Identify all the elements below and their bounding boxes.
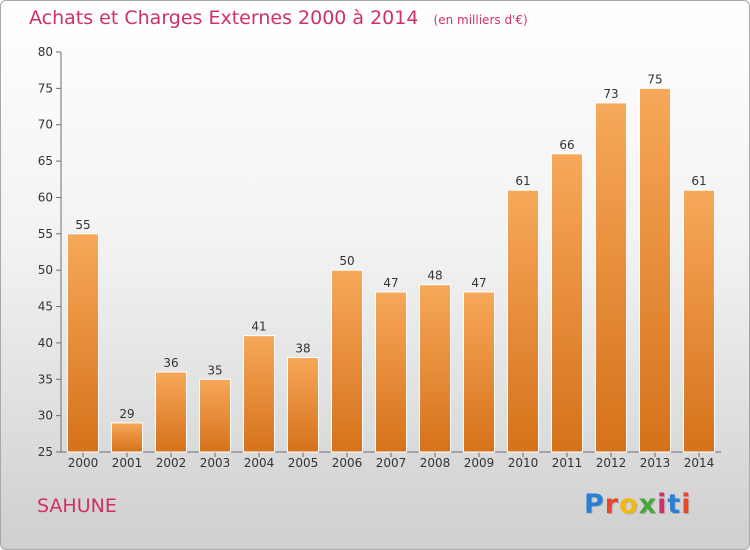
x-tick-label: 2002 [156,456,187,470]
y-tick-label: 25 [38,445,53,459]
data-label-2011: 66 [559,138,574,152]
bar-series [67,87,715,453]
bar-2003 [199,378,231,453]
bar-2011 [551,153,583,453]
y-tick-label: 65 [38,154,53,168]
bar-2005 [287,356,319,453]
bar-2000 [67,233,99,453]
logo-letter: P [584,489,605,520]
y-tick-label: 45 [38,300,53,314]
bar-2006 [331,269,363,453]
x-tick-label: 2009 [464,456,495,470]
x-axis: 2000 2001 2002 2003 2004 2005 2006 2007 2008 2009… [61,451,721,470]
x-tick-label: 2014 [684,456,715,470]
x-tick-label: 2011 [552,456,583,470]
bar-2001 [111,422,143,453]
x-tick-label: 2010 [508,456,539,470]
data-label-2012: 73 [603,87,618,101]
data-label-2010: 61 [515,174,530,188]
x-tick-label: 2007 [376,456,407,470]
data-label-2004: 41 [251,320,266,334]
logo-letter: t [667,489,682,520]
logo-letter: i [681,489,692,520]
bar-2012 [595,102,627,453]
data-label-2005: 38 [295,341,310,355]
data-label-2001: 29 [119,407,134,421]
proxiti-logo: Proxiti [584,489,692,520]
data-label-2008: 48 [427,269,442,283]
chart-subtitle: (en milliers d'€) [433,13,528,27]
data-label-2007: 47 [383,276,398,290]
x-tick-label: 2000 [68,456,99,470]
bar-2004 [243,335,275,453]
x-tick-label: 2001 [112,456,143,470]
logo-letter: x [638,489,658,520]
x-tick-label: 2012 [596,456,627,470]
chart-title: Achats et Charges Externes 2000 à 2014 [29,7,419,29]
logo-letter: r [604,489,620,520]
y-tick-label: 70 [38,118,53,132]
bar-2009 [463,291,495,453]
x-tick-label: 2004 [244,456,275,470]
x-tick-label: 2008 [420,456,451,470]
bar-2002 [155,371,187,453]
y-tick-label: 60 [38,190,53,204]
x-tick-label: 2003 [200,456,231,470]
data-label-2002: 36 [163,356,178,370]
data-label-2009: 47 [471,276,486,290]
bar-2014 [683,189,715,453]
y-tick-label: 75 [38,81,53,95]
bar-2010 [507,189,539,453]
data-label-2000: 55 [75,218,90,232]
bar-2008 [419,284,451,453]
bar-2013 [639,87,671,453]
data-label-2003: 35 [207,363,222,377]
x-tick-label: 2013 [640,456,671,470]
logo-letter: i [657,489,668,520]
y-tick-label: 40 [38,336,53,350]
bar-2007 [375,291,407,453]
y-axis: 25 30 35 40 45 50 55 60 65 70 75 80 [38,45,62,459]
logo-letter: o [619,489,639,520]
y-tick-label: 30 [38,409,53,423]
y-tick-label: 55 [38,227,53,241]
chart-title-block: Achats et Charges Externes 2000 à 2014 (… [29,7,528,29]
y-tick-label: 35 [38,372,53,386]
data-label-2006: 50 [339,254,354,268]
x-tick-label: 2006 [332,456,363,470]
x-tick-label: 2005 [288,456,319,470]
commune-name: SAHUNE [37,495,117,517]
y-tick-label: 80 [38,45,53,59]
y-tick-label: 50 [38,263,53,277]
data-labels: 55 29 36 35 41 38 50 47 48 47 61 66 73 75 61 [75,72,706,421]
data-label-2013: 75 [647,72,662,86]
data-label-2014: 61 [691,174,706,188]
